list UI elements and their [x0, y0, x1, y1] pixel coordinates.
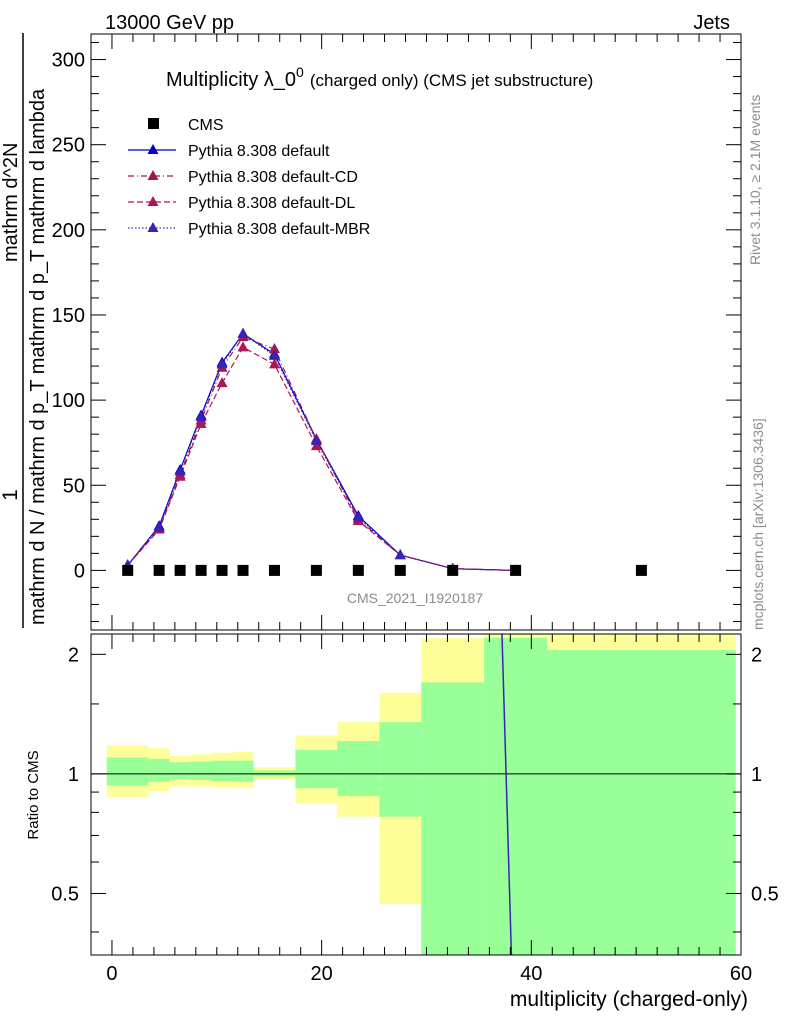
ratio-y-tick-label: 1: [68, 764, 79, 786]
y-tick-label: 300: [52, 50, 85, 72]
ratio-y-label: Ratio to CMS: [25, 750, 42, 839]
series-4-marker: [174, 465, 186, 476]
mcplots-label: mcplots.cern.ch [arXiv:1306.3436]: [750, 418, 766, 630]
cms-data-point: [174, 564, 186, 576]
ratio-band-green: [190, 761, 212, 781]
ratio-band-green: [379, 722, 422, 817]
rivet-label: Rivet 3.1.10, ≥ 2.1M events: [747, 95, 763, 265]
cms-data-point: [153, 564, 165, 576]
plot-title: Multiplicity λ_00 (charged only) (CMS jet…: [166, 64, 593, 91]
cms-data-point: [447, 564, 459, 576]
series-3-marker: [195, 417, 207, 428]
y-label-numerator: 1: [0, 489, 22, 501]
series-line-2: [127, 336, 516, 571]
y-tick-label: 50: [63, 475, 85, 497]
ratio-band-green: [484, 637, 548, 955]
main-plot-axes: 0 50 100 150 200 250 300: [52, 34, 742, 630]
series-4-marker: [394, 549, 406, 560]
ratio-lines: [91, 633, 741, 956]
ratio-bands: [106, 634, 736, 955]
legend-marker-1: [147, 144, 159, 154]
series-line-4: [127, 332, 516, 571]
main-plot-series: [122, 327, 647, 576]
series-4-marker: [195, 411, 207, 422]
legend-marker-2: [147, 170, 159, 180]
ratio-y-tick-label: 0.5: [51, 883, 79, 905]
ratio-mc-line: [501, 633, 513, 956]
cms-data-point: [635, 564, 647, 576]
series-3-marker: [237, 341, 249, 352]
legend-label: Pythia 8.308 default-MBR: [188, 221, 370, 238]
ratio-band-green: [211, 760, 233, 781]
ratio-y-tick-label-right: 2: [751, 644, 762, 666]
analysis-watermark: CMS_2021_I1920187: [347, 590, 483, 606]
cms-data-point: [216, 564, 228, 576]
ratio-plot-frame: [90, 633, 742, 956]
series-4-marker: [237, 327, 249, 338]
series-3-marker: [216, 377, 228, 388]
cms-data-point: [237, 564, 249, 576]
plot-title-main: Multiplicity λ_0: [166, 69, 296, 91]
plot-title-sub: (charged only) (CMS jet substructure): [310, 71, 593, 90]
legend-label: Pythia 8.308 default-DL: [188, 195, 355, 212]
ratio-plot-axes: 0.5 0.51 12 20 20 40 60: [51, 634, 779, 985]
ratio-band-green: [148, 759, 170, 782]
ratio-band-green: [295, 749, 338, 789]
ratio-band-green: [421, 682, 485, 955]
y-tick-label: 200: [52, 220, 85, 242]
legend-label: Pythia 8.308 default: [188, 143, 330, 160]
series-4-marker: [268, 349, 280, 360]
legend-label: Pythia 8.308 default-CD: [188, 169, 358, 186]
legend-marker-cms: [148, 118, 159, 129]
ratio-band-green: [337, 741, 380, 796]
header-right: Jets: [693, 12, 730, 34]
cms-data-point: [122, 564, 134, 576]
cms-data-point: [195, 564, 207, 576]
cms-data-point: [394, 564, 406, 576]
cms-data-point: [510, 564, 522, 576]
series-3-marker: [174, 470, 186, 481]
series-3-marker: [310, 440, 322, 451]
y-tick-label: 150: [52, 305, 85, 327]
x-axis-label: multiplicity (charged-only): [510, 988, 748, 1011]
legend: CMS Pythia 8.308 default Pythia 8.308 defa…: [128, 117, 370, 238]
ratio-band-green: [547, 650, 736, 955]
series-4-marker: [153, 521, 165, 532]
cms-data-point: [352, 564, 364, 576]
series-4-marker: [216, 358, 228, 369]
legend-label: CMS: [188, 117, 224, 134]
ratio-band-green: [232, 760, 254, 782]
ratio-band-green: [169, 762, 191, 780]
ratio-band-green: [106, 757, 149, 786]
x-tick-label: 0: [106, 963, 117, 985]
series-3-marker: [268, 358, 280, 369]
plot-title-superscript: 0: [296, 64, 304, 80]
ratio-y-tick-label-right: 1: [751, 764, 762, 786]
legend-marker-3: [147, 196, 159, 206]
x-tick-label: 60: [730, 963, 752, 985]
cms-data-point: [268, 564, 280, 576]
y-label-denominator: mathrm d N / mathrm d p_T mathrm d p_T m…: [27, 88, 49, 625]
series-4-marker: [310, 434, 322, 445]
x-tick-label: 20: [311, 963, 333, 985]
series-4-marker: [352, 511, 364, 522]
ratio-y-tick-label: 2: [68, 644, 79, 666]
legend-marker-4: [147, 222, 159, 232]
y-tick-label: 0: [74, 560, 85, 582]
y-tick-label: 250: [52, 135, 85, 157]
series-line-1: [127, 332, 516, 571]
cms-data-point: [310, 564, 322, 576]
y-tick-label: 100: [52, 390, 85, 412]
x-tick-label: 40: [520, 963, 542, 985]
series-2-marker: [268, 343, 280, 354]
y-label-top: mathrm d^2N: [0, 143, 22, 262]
header-left: 13000 GeV pp: [105, 12, 234, 34]
ratio-y-tick-label-right: 0.5: [751, 883, 779, 905]
ratio-plot-panel: 0.5 0.51 12 20 20 40 60 Ratio to CMS multiplic…: [25, 633, 779, 1011]
